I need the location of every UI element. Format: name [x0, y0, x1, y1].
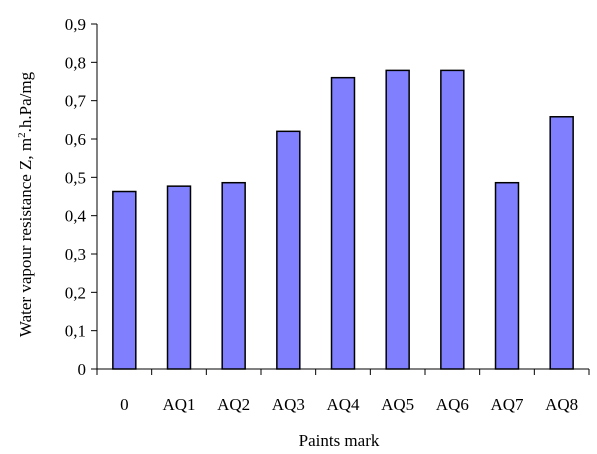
axes	[96, 24, 589, 370]
x-tick-label: AQ7	[490, 395, 524, 414]
y-tick-label: 0,7	[65, 92, 87, 111]
y-tick-label: 0,1	[65, 322, 86, 341]
x-tick-label: AQ4	[326, 395, 360, 414]
bar-aq6	[440, 69, 465, 370]
bar-aq8	[549, 116, 574, 370]
x-axis-ticks: 0 AQ1 AQ2 AQ3 AQ4 AQ5 AQ6 AQ7 AQ8	[96, 369, 590, 414]
x-tick-label: AQ5	[381, 395, 414, 414]
x-tick-label: AQ3	[272, 395, 305, 414]
y-axis-title: Water vapour resistance Z, m2.h.Pa/mg	[16, 71, 35, 337]
x-tick-label: AQ1	[162, 395, 195, 414]
bar-aq2	[221, 181, 246, 370]
bar-aq1	[166, 185, 192, 370]
y-axis-title-prefix: Water vapour resistance Z, m	[16, 138, 35, 337]
y-tick-label: 0,3	[65, 245, 86, 264]
y-tick-label: 0,4	[65, 207, 87, 226]
y-tick-label: 0,8	[65, 53, 86, 72]
y-axis-ticks: 0 0,1 0,2 0,3 0,4 0,5 0,6 0,7 0,8 0,9	[65, 15, 97, 379]
bar-aq3	[276, 130, 301, 370]
y-tick-label: 0,2	[65, 283, 86, 302]
bar-aq4	[330, 76, 356, 370]
x-tick-label: AQ2	[217, 395, 250, 414]
y-tick-label: 0,9	[65, 15, 86, 34]
y-tick-label: 0	[78, 360, 87, 379]
y-tick-label: 0,5	[65, 168, 86, 187]
y-axis-title-superscript: 2	[16, 132, 28, 138]
y-tick-label: 0,6	[65, 130, 86, 149]
x-tick-label: AQ6	[436, 395, 469, 414]
x-tick-label: 0	[120, 395, 129, 414]
bar-group	[112, 69, 574, 370]
bar-0	[112, 190, 137, 370]
bar-aq5	[385, 69, 410, 370]
y-axis-title-suffix: .h.Pa/mg	[16, 71, 35, 132]
x-tick-label: AQ8	[545, 395, 578, 414]
x-axis-title: Paints mark	[299, 431, 380, 450]
bar-aq7	[494, 181, 520, 370]
